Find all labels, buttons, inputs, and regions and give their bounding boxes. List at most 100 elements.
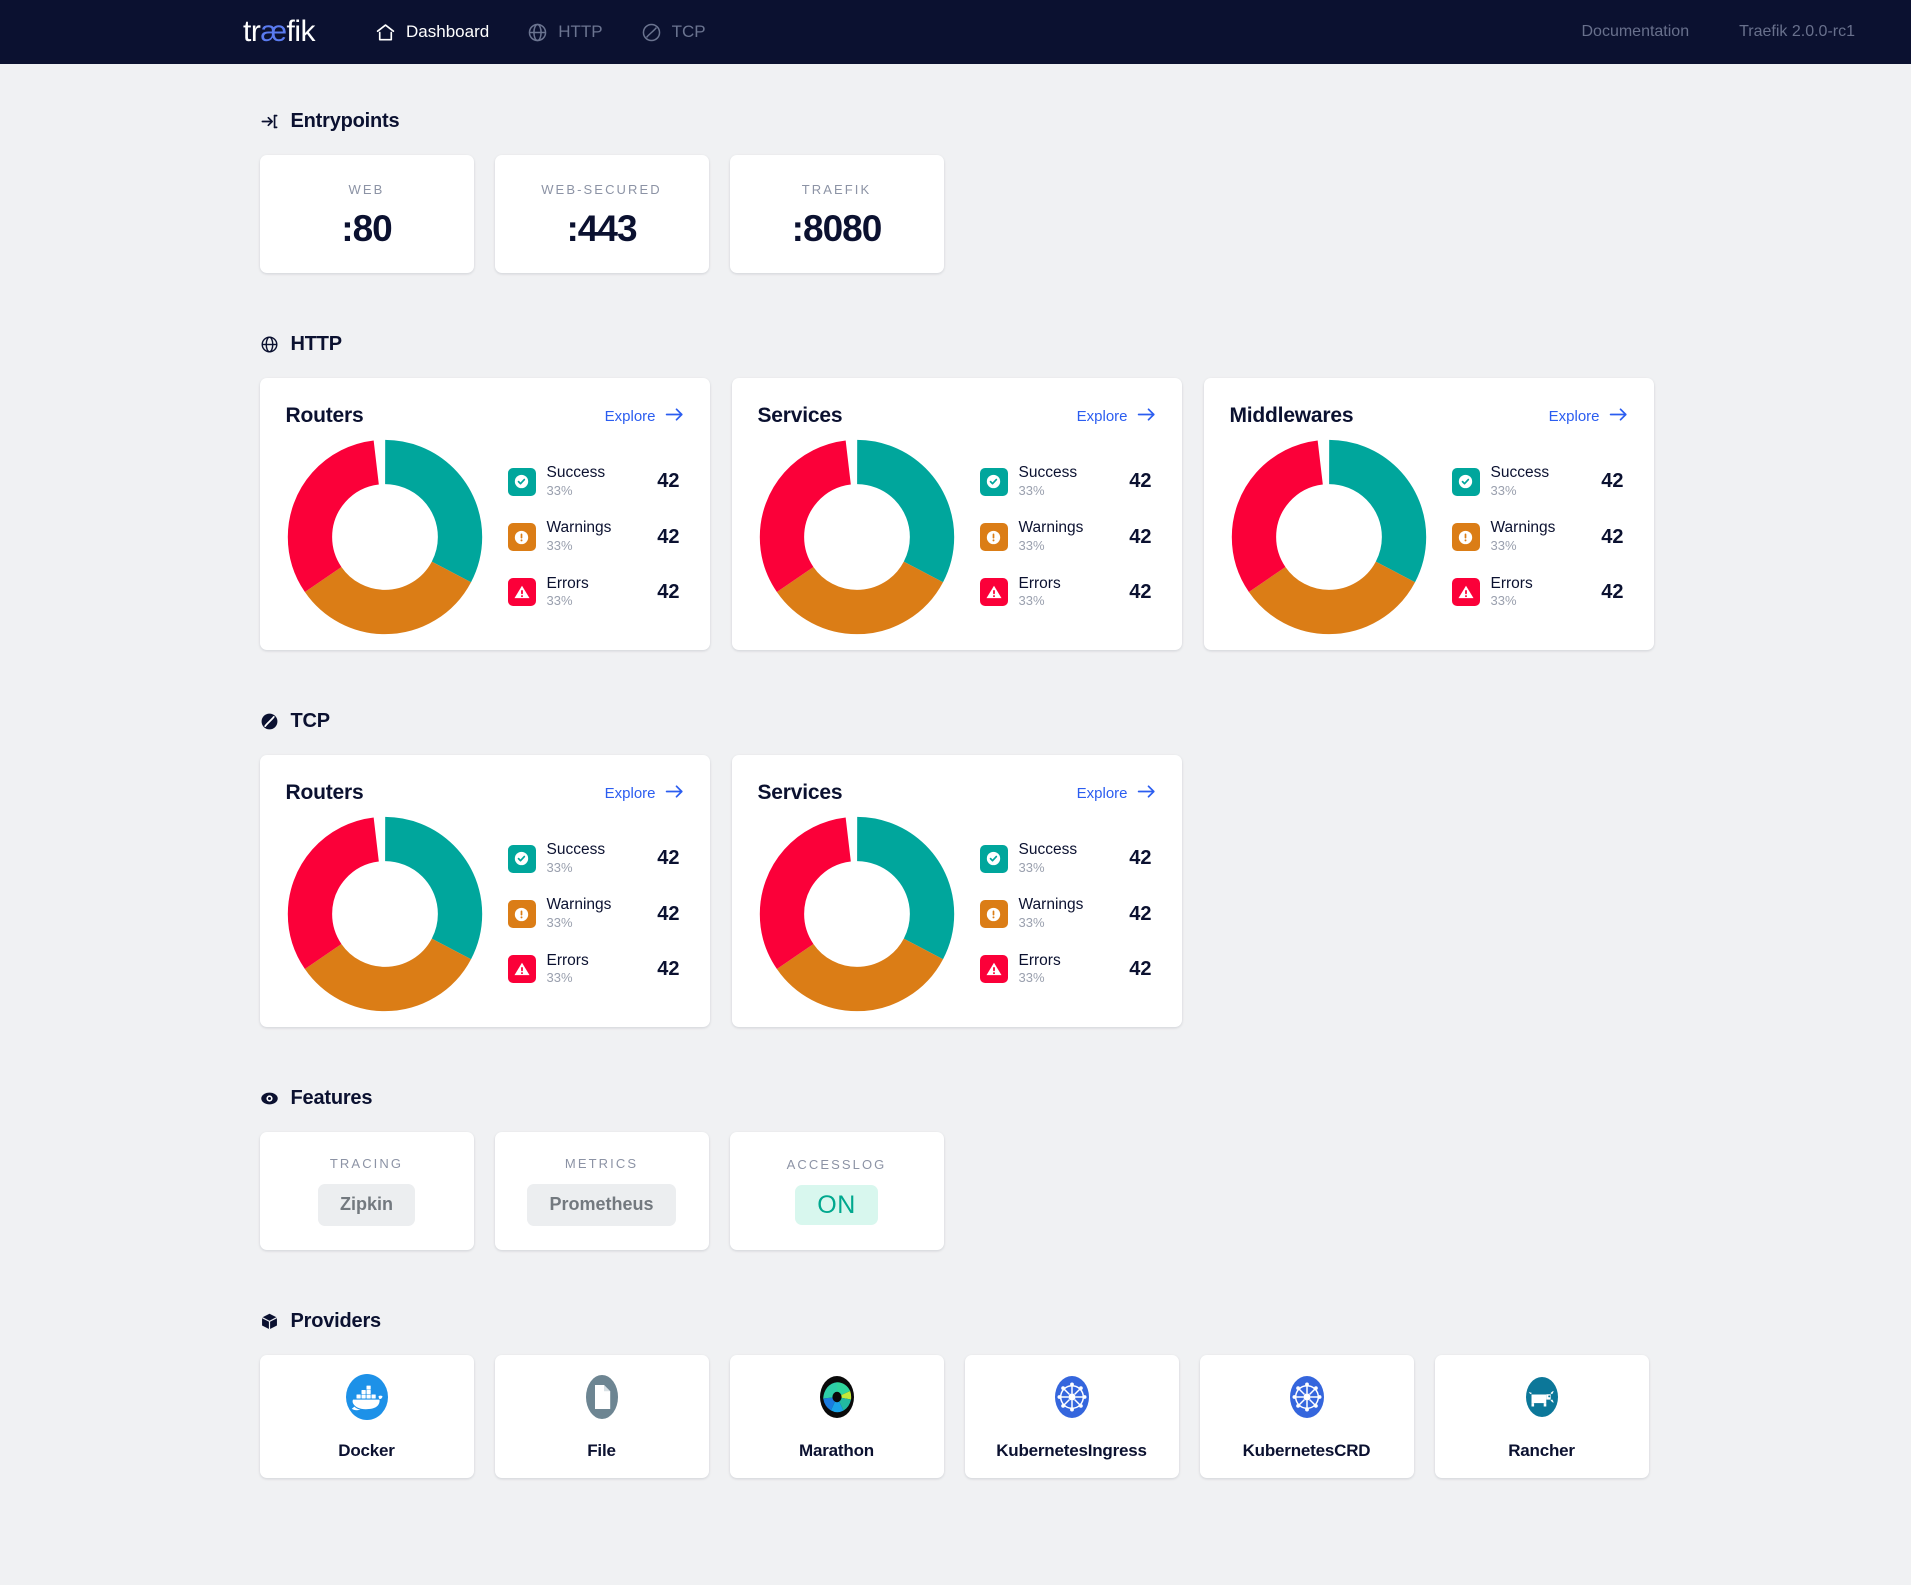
section-title: Features [290, 1087, 373, 1109]
login-arrow-icon [260, 112, 279, 131]
success-check-icon [979, 467, 1008, 496]
stat-card-title: Routers [285, 781, 364, 804]
marathon-icon [812, 1372, 862, 1427]
error-triangle-icon [979, 955, 1008, 984]
section-header-features: Features [254, 1087, 1658, 1110]
explore-link[interactable]: Explore [1077, 407, 1156, 426]
legend-item-errors: Errors 33% 42 [1451, 575, 1628, 610]
explore-label: Explore [1076, 784, 1128, 802]
legend-count: 42 [1129, 902, 1152, 925]
explore-link[interactable]: Explore [1077, 784, 1156, 803]
provider-card-file[interactable]: File [494, 1355, 709, 1478]
tcp-icon [641, 22, 662, 43]
traefik-logo[interactable]: træfik [243, 15, 316, 48]
kubernetes-icon [1047, 1372, 1097, 1427]
provider-card-docker[interactable]: Docker [259, 1355, 474, 1478]
donut-chart [286, 438, 484, 636]
legend-label: Warnings [1490, 519, 1556, 537]
legend-text: Warnings 33% [1491, 519, 1583, 554]
legend-count: 42 [1129, 470, 1152, 493]
provider-card-marathon[interactable]: Marathon [729, 1355, 944, 1478]
legend-count: 42 [657, 847, 680, 870]
legend-text: Errors 33% [1491, 575, 1583, 610]
success-check-icon [1451, 467, 1480, 496]
logo-text-pre: tr [243, 15, 261, 48]
section-header-tcp: TCP [254, 710, 1658, 733]
file-icon [577, 1372, 627, 1427]
legend-count: 42 [1601, 525, 1624, 548]
legend-item-warnings: Warnings 33% 42 [507, 519, 684, 554]
nav-item-label: HTTP [558, 22, 603, 41]
error-triangle-icon [979, 578, 1008, 607]
explore-link[interactable]: Explore [605, 784, 684, 803]
legend-count: 42 [1129, 580, 1152, 603]
legend-label: Errors [546, 951, 589, 969]
warning-exclamation-icon [979, 523, 1008, 551]
stat-card-header: Middlewares Explore [1230, 404, 1628, 428]
legend-percent: 33% [546, 593, 573, 609]
legend-text: Errors 33% [1019, 575, 1111, 610]
entrypoint-card[interactable]: WEB-SECURED :443 [494, 155, 709, 273]
docker-icon [342, 1372, 392, 1427]
entrypoint-card[interactable]: WEB :80 [259, 155, 474, 273]
legend-text: Errors 33% [547, 575, 639, 610]
dashboard-page: Entrypoints WEB :80 WEB-SECURED :443 TRA… [0, 64, 1911, 1518]
nav-item-dashboard[interactable]: Dashboard [375, 22, 489, 43]
feature-card-metrics[interactable]: METRICS Prometheus [494, 1132, 709, 1250]
section-header-providers: Providers [254, 1310, 1658, 1333]
explore-link[interactable]: Explore [605, 407, 684, 426]
legend-count: 42 [657, 580, 680, 603]
stat-card-tcp-routers: Routers Explore [259, 755, 710, 1027]
legend-count: 42 [657, 957, 680, 980]
feature-value-chip: Zipkin [318, 1184, 415, 1226]
nav-item-http[interactable]: HTTP [527, 22, 603, 43]
rancher-icon [1517, 1372, 1567, 1427]
top-navbar: træfik Dashboard HTTP TCP Documentation … [0, 0, 1911, 64]
section-title: HTTP [290, 333, 343, 355]
provider-name: Rancher [1508, 1441, 1575, 1460]
entrypoint-port: :443 [566, 207, 637, 249]
page-container: Entrypoints WEB :80 WEB-SECURED :443 TRA… [254, 110, 1658, 1478]
success-check-icon [507, 844, 536, 873]
warning-exclamation-icon [507, 900, 536, 928]
nav-item-tcp[interactable]: TCP [641, 22, 706, 43]
documentation-link[interactable]: Documentation [1581, 23, 1690, 40]
kubernetes-icon [1282, 1372, 1332, 1427]
legend-label: Success [1018, 464, 1078, 482]
entrypoint-name: TRAEFIK [801, 181, 872, 197]
stat-card-tcp-services: Services Explore [731, 755, 1182, 1027]
provider-name: KubernetesIngress [996, 1441, 1147, 1460]
donut-legend: Success 33% 42 Warnings 33% 42 [966, 841, 1156, 986]
feature-label: ACCESSLOG [786, 1156, 887, 1172]
logo-text-post: fik [286, 15, 316, 48]
provider-card-kubernetescrd[interactable]: KubernetesCRD [1199, 1355, 1414, 1478]
legend-item-success: Success 33% 42 [979, 464, 1156, 499]
legend-text: Warnings 33% [547, 896, 639, 931]
legend-percent: 33% [546, 915, 573, 931]
provider-card-rancher[interactable]: Rancher [1434, 1355, 1649, 1478]
explore-link[interactable]: Explore [1549, 407, 1628, 426]
feature-card-accesslog[interactable]: ACCESSLOG ON [729, 1132, 944, 1250]
feature-value-chip: ON [795, 1184, 878, 1226]
arrow-right-icon [665, 784, 684, 803]
legend-label: Warnings [546, 519, 612, 537]
legend-item-success: Success 33% 42 [507, 841, 684, 876]
feature-card-tracing[interactable]: TRACING Zipkin [259, 1132, 474, 1250]
legend-text: Success 33% [1491, 464, 1583, 499]
legend-label: Errors [546, 574, 589, 592]
donut-legend: Success 33% 42 Warnings 33% 42 [494, 464, 684, 609]
arrow-right-icon [1137, 784, 1156, 803]
legend-label: Success [1018, 841, 1078, 859]
section-title: TCP [290, 710, 331, 732]
donut-legend: Success 33% 42 Warnings 33% 42 [1438, 464, 1628, 609]
feature-value-chip: Prometheus [527, 1184, 676, 1226]
legend-label: Errors [1490, 574, 1533, 592]
entrypoint-card[interactable]: TRAEFIK :8080 [729, 155, 944, 273]
entrypoints-grid: WEB :80 WEB-SECURED :443 TRAEFIK :8080 [254, 155, 1658, 273]
http-cards-grid: Routers Explore [254, 378, 1658, 650]
provider-card-kubernetesingress[interactable]: KubernetesIngress [964, 1355, 1179, 1478]
stat-card-http-middlewares: Middlewares Explore [1203, 378, 1654, 650]
legend-count: 42 [657, 902, 680, 925]
legend-count: 42 [1129, 525, 1152, 548]
stat-card-body: Success 33% 42 Warnings 33% 42 [758, 438, 1156, 636]
